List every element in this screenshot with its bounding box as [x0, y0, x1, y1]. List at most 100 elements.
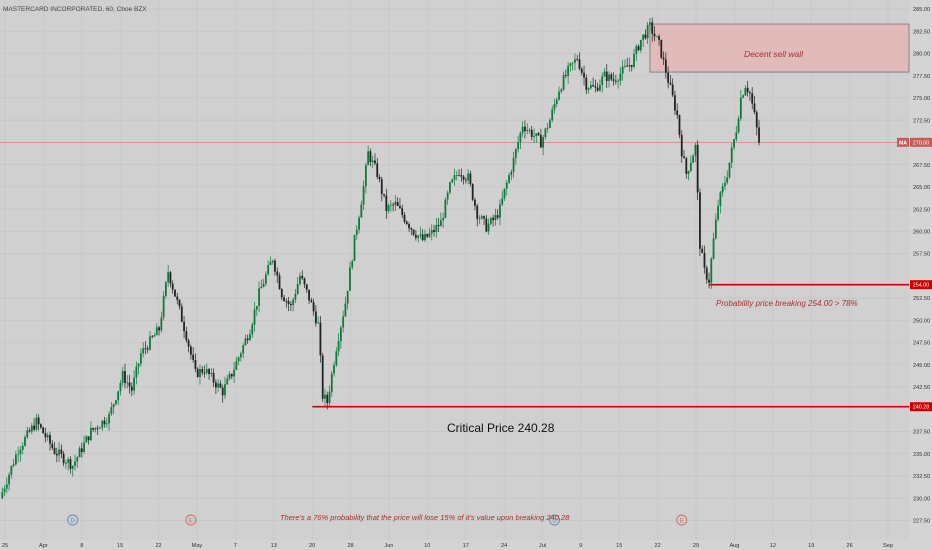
candle-body — [369, 151, 372, 163]
x-tick-label: 24 — [501, 543, 507, 549]
x-tick-label: 22 — [655, 543, 661, 549]
candle-body — [676, 110, 679, 116]
candle-body — [701, 248, 704, 253]
y-tick-label: 275.00 — [913, 96, 930, 102]
candle-body — [612, 79, 615, 81]
candle-body — [380, 179, 383, 194]
candle-body — [364, 165, 367, 187]
candle-body — [96, 427, 99, 429]
y-tick-label: 232.50 — [913, 474, 930, 480]
candle-body — [439, 220, 442, 227]
probability-254-label: Probability price breaking 254.00 > 78% — [716, 299, 858, 308]
candle-body — [444, 199, 447, 218]
candle-body — [642, 34, 645, 40]
time-axis-background — [0, 540, 932, 550]
candle-body — [678, 115, 681, 135]
candle-body — [276, 271, 279, 276]
candle-body — [251, 324, 254, 335]
candle-body — [46, 435, 49, 438]
candle-body — [471, 184, 474, 200]
candle-body — [355, 229, 358, 235]
x-tick-label: 22 — [155, 543, 161, 549]
candle-body — [233, 369, 235, 377]
candle-body — [655, 36, 658, 38]
x-tick-label: Jun — [384, 543, 393, 549]
candle-body — [58, 449, 60, 456]
candle-body — [717, 205, 720, 220]
candle-body — [464, 179, 467, 181]
support-levels — [0, 141, 909, 408]
candle-body — [589, 85, 592, 89]
candle-body — [65, 462, 67, 464]
sell-wall-label: Decent sell wall — [744, 49, 804, 59]
candle-body — [614, 80, 617, 82]
candle-body — [744, 87, 747, 96]
candle-body — [674, 95, 676, 111]
candle-body — [339, 327, 342, 342]
candle-body — [667, 72, 670, 83]
y-tick-label: 285.00 — [913, 7, 930, 13]
candle-body — [351, 260, 354, 268]
x-tick-label: 10 — [424, 543, 430, 549]
candle-body — [708, 279, 710, 283]
candle-body — [226, 378, 229, 385]
candle-body — [578, 59, 581, 69]
candle-body — [417, 235, 420, 238]
candle-body — [528, 129, 531, 131]
candle-body — [576, 59, 579, 61]
candle-body — [353, 234, 356, 261]
candle-body — [246, 338, 249, 341]
candle-body — [317, 322, 320, 324]
candle-body — [371, 160, 374, 163]
y-tick-label: 267.50 — [913, 163, 930, 169]
candle-body — [37, 417, 40, 425]
candle-body — [208, 368, 210, 375]
candle-body — [696, 144, 699, 193]
candle-body — [626, 65, 629, 67]
candle-body — [592, 85, 595, 87]
candle-body — [385, 195, 388, 212]
candle-body — [624, 65, 626, 67]
candle-body — [319, 322, 322, 356]
candle-body — [119, 382, 122, 392]
candle-body — [424, 234, 426, 241]
candle-body — [324, 394, 326, 399]
candle-body — [739, 97, 742, 119]
candle-body — [19, 449, 22, 455]
candle-body — [749, 92, 751, 94]
candle-body — [194, 359, 197, 369]
candle-body — [658, 36, 660, 40]
candle-body — [283, 297, 285, 302]
candle-body — [1, 492, 4, 499]
level-badge-text: 240.28 — [913, 405, 930, 411]
candle-body — [476, 205, 479, 219]
candle-body — [142, 348, 145, 354]
x-tick-label: 26 — [846, 543, 852, 549]
candle-body — [230, 373, 233, 377]
candle-body — [753, 103, 756, 113]
candle-body — [410, 228, 413, 230]
y-tick-label: 260.00 — [913, 230, 930, 236]
candle-body — [92, 427, 95, 430]
candle-body — [155, 327, 158, 336]
x-tick-label: 7 — [234, 543, 237, 549]
candles — [1, 17, 760, 500]
candle-body — [326, 394, 329, 404]
candle-body — [671, 84, 674, 96]
candle-body — [419, 234, 422, 236]
candle-body — [333, 365, 335, 374]
candle-body — [183, 321, 185, 332]
candle-body — [112, 404, 115, 408]
event-marker-icon — [185, 514, 197, 526]
candle-body — [310, 300, 313, 303]
level-badge-text: 254.00 — [913, 283, 930, 289]
candle-body — [526, 130, 529, 132]
candle-body — [151, 336, 154, 338]
candle-body — [480, 216, 483, 219]
candle-body — [544, 128, 547, 138]
candle-body — [71, 465, 74, 469]
candle-body — [76, 457, 79, 462]
candle-body — [342, 316, 345, 328]
candle-body — [12, 464, 15, 466]
